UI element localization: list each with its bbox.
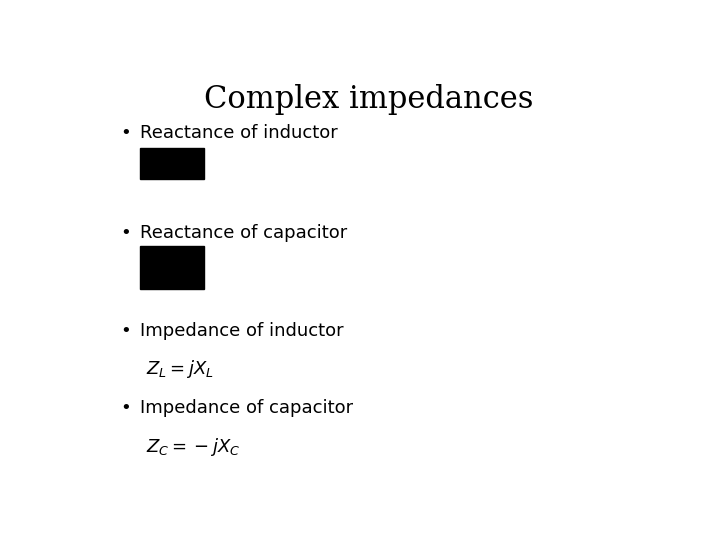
- Text: •: •: [121, 322, 132, 340]
- Text: $Z_C = -jX_C$: $Z_C = -jX_C$: [145, 435, 240, 457]
- Text: •: •: [121, 224, 132, 242]
- Text: $Z_L = jX_L$: $Z_L = jX_L$: [145, 358, 214, 380]
- FancyBboxPatch shape: [140, 148, 204, 179]
- Text: Impedance of capacitor: Impedance of capacitor: [140, 399, 354, 417]
- Text: Reactance of capacitor: Reactance of capacitor: [140, 224, 348, 242]
- Text: •: •: [121, 399, 132, 417]
- Text: Reactance of inductor: Reactance of inductor: [140, 124, 338, 143]
- Text: Complex impedances: Complex impedances: [204, 84, 534, 114]
- Text: •: •: [121, 124, 132, 143]
- FancyBboxPatch shape: [140, 246, 204, 289]
- Text: Impedance of inductor: Impedance of inductor: [140, 322, 344, 340]
